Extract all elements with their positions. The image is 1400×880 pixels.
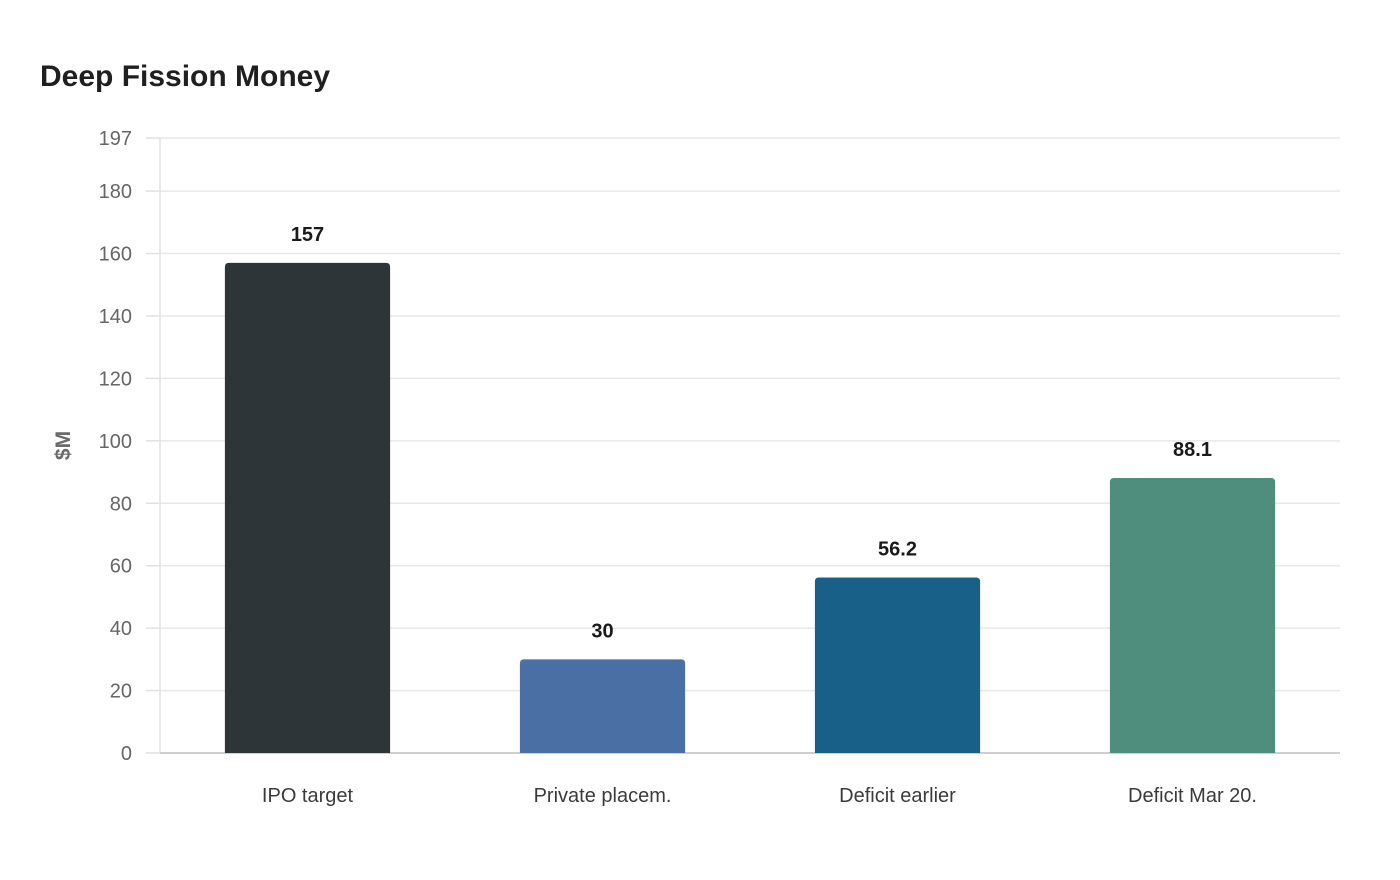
data-label: 30	[591, 620, 613, 642]
y-tick-label: 120	[99, 368, 132, 390]
y-tick-label: 140	[99, 306, 132, 328]
y-tick-label: 40	[110, 618, 132, 640]
x-tick-label: Deficit earlier	[839, 785, 956, 807]
bar-1	[224, 262, 391, 753]
bar-2	[519, 659, 686, 753]
y-tick-label: 80	[110, 493, 132, 515]
data-label: 56.2	[878, 539, 917, 561]
labels: 0 20 40 60 80 100 120 140 160 180 197 157 IPO target…	[99, 128, 1257, 807]
y-tick-label: 100	[99, 431, 132, 453]
chart-title: Deep Fission Money	[40, 60, 331, 93]
y-tick-label: 180	[99, 181, 132, 203]
y-tick-label: 197	[99, 128, 132, 150]
y-tick-label: 20	[110, 681, 132, 703]
y-tick-label: 60	[110, 556, 132, 578]
x-tick-label: IPO target	[262, 785, 354, 807]
data-label: 157	[291, 224, 324, 246]
x-tick-label: Private placem.	[534, 785, 672, 807]
x-tick-label: Deficit Mar 20.	[1128, 785, 1257, 807]
bar-4	[1109, 477, 1276, 753]
bar-3	[814, 577, 981, 753]
y-tick-label: 160	[99, 244, 132, 266]
y-axis-label: $M	[52, 431, 75, 460]
y-tick-label: 0	[121, 743, 132, 765]
bars	[224, 262, 1276, 753]
data-label: 88.1	[1173, 439, 1212, 461]
